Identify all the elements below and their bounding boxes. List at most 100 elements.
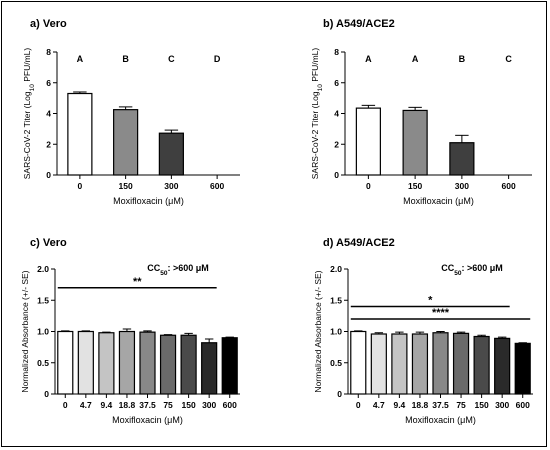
y-tick-label: 6 [46,78,51,88]
bar [67,92,93,176]
significance-label: ** [133,276,142,288]
bar [370,333,387,395]
bar [473,335,490,395]
x-tick-label: 9.4 [393,400,405,410]
group-letter: A [77,54,84,64]
x-tick-label: 150 [119,181,133,191]
y-tick-label: 1.0 [37,327,49,337]
bar [201,342,218,395]
group-letter: C [168,54,175,64]
y-tick-label: 2 [334,139,339,149]
bar [158,132,184,176]
x-tick-label: 0 [356,400,361,410]
y-tick-label: 0 [46,170,51,180]
x-tick-label: 150 [475,400,489,410]
x-tick-label: 600 [502,181,516,191]
panel-c: c) Vero 0 0.5 1.0 1.5 2.0 0 4.7 9.4 18.8 37.5 75 150… [20,237,240,425]
y-tick-label: 0 [334,170,339,180]
x-tick-label: 0 [366,181,371,191]
x-tick-label: 150 [408,181,422,191]
x-tick-label: 4.7 [373,400,385,410]
x-tick-label: 300 [164,181,178,191]
x-tick-label: 75 [163,400,173,410]
x-axis-label: Moxifloxacin (μM) [112,415,183,425]
panel-title: b) A549/ACE2 [323,18,395,30]
group-letter: A [412,54,419,64]
x-tick-label: 37.5 [139,400,156,410]
x-tick-label: 37.5 [432,400,449,410]
bar [514,342,531,395]
x-tick-label: 18.8 [412,400,429,410]
y-tick-label: 8 [46,47,51,57]
bar [77,330,94,395]
group-letter: B [122,54,129,64]
group-letter: D [214,54,221,64]
y-tick-label: 4 [334,109,339,119]
y-axis-label: SARS-CoV-2 Titer (Log10 PFU/mL) [22,48,36,180]
x-tick-label: 4.7 [80,400,92,410]
y-tick-label: 0.5 [37,358,49,368]
x-tick-label: 75 [456,400,466,410]
y-tick-label: 2.0 [330,264,342,274]
x-tick-label: 300 [202,400,216,410]
cc50-annotation: CC50: >600 μM [441,263,503,277]
bar [449,142,475,176]
bar [159,334,177,395]
bar [180,334,197,395]
bar [452,332,470,395]
bar [139,331,156,395]
y-tick-label: 6 [334,78,339,88]
y-tick-label: 0 [337,389,342,399]
bar [221,337,238,395]
x-tick-label: 0 [78,181,83,191]
panel-title: c) Vero [30,237,67,249]
panel-title: d) A549/ACE2 [323,237,395,249]
bar [118,330,136,395]
x-tick-label: 600 [223,400,237,410]
x-tick-label: 300 [495,400,509,410]
group-letter: C [505,54,512,64]
y-tick-label: 2.0 [37,264,49,274]
group-letter: A [365,54,372,64]
y-tick-label: 1.5 [330,295,342,305]
y-axis-label: Normalized Absorbance (+/- SE) [20,270,30,392]
x-tick-label: 9.4 [100,400,112,410]
x-axis-label: Moxifloxacin (μM) [403,196,474,206]
y-tick-label: 8 [334,47,339,57]
bar [98,332,115,395]
panel-a: a) Vero 0 2 4 6 8 0 150 300 600 Moxifloxacin (μM) S… [22,18,240,206]
y-tick-label: 2 [46,139,51,149]
y-axis-label: Normalized Absorbance (+/- SE) [313,270,323,392]
panel-d: d) A549/ACE2 0 0.5 1.0 1.5 2.0 0 4.7 9.4 18.8 37.5… [313,237,533,425]
cc50-annotation: CC50: >600 μM [147,263,209,277]
bar [113,109,139,176]
x-axis-label: Moxifloxacin (μM) [113,196,184,206]
x-tick-label: 18.8 [119,400,136,410]
x-tick-label: 600 [516,400,530,410]
y-axis-label: SARS-CoV-2 Titer (Log10 PFU/mL) [310,48,324,180]
x-axis-label: Moxifloxacin (μM) [405,415,476,425]
significance-label: **** [432,307,450,319]
y-tick-label: 0 [44,389,49,399]
y-tick-label: 1.5 [37,295,49,305]
bar [402,109,428,176]
y-tick-label: 4 [46,109,51,119]
bar [432,332,449,395]
bar [355,107,381,176]
bar [411,333,429,395]
group-letter: B [459,54,466,64]
bar [391,333,408,395]
panel-title: a) Vero [30,18,67,30]
y-tick-label: 1.0 [330,327,342,337]
x-tick-label: 300 [455,181,469,191]
bar [494,337,511,395]
bar [350,330,367,395]
bar [57,330,74,395]
y-tick-label: 0.5 [330,358,342,368]
panel-b: b) A549/ACE2 0 2 4 6 8 0 150 300 600 Moxifloxacin … [310,18,532,206]
x-tick-label: 600 [210,181,224,191]
x-tick-label: 150 [182,400,196,410]
x-tick-label: 0 [63,400,68,410]
